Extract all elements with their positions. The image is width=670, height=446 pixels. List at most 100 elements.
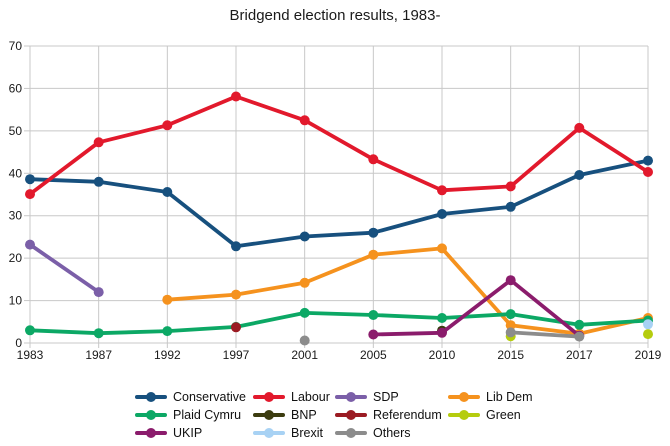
x-tick-label: 2017 [566, 348, 593, 362]
x-tick-label: 2015 [497, 348, 524, 362]
legend-label: SDP [373, 390, 399, 404]
series-dot-ukip [505, 275, 516, 286]
y-tick-label: 0 [15, 336, 22, 350]
series-dot-conservative [93, 176, 104, 187]
series-dot-plaid-cymru [437, 313, 447, 323]
y-tick-label: 50 [9, 124, 23, 138]
legend-label: Labour [291, 390, 330, 404]
series-dot-ukip [368, 329, 379, 340]
legend-item-lib-dem: Lib Dem [448, 388, 533, 406]
series-dot-lib-dem [368, 249, 379, 260]
series-dot-conservative [574, 170, 585, 180]
series-dot-lib-dem [299, 277, 310, 288]
legend-label: Referendum [373, 408, 442, 422]
series-line-lib-dem [165, 246, 650, 336]
chart-legend: Conservative Labour SDP Lib Dem Plaid Cymru B… [135, 388, 533, 442]
series-dot-labour [162, 120, 173, 131]
chart-svg: 0 10 20 30 40 50 60 70 1983 1987 1992 1997 2001 2005 2… [9, 39, 662, 362]
legend-item-sdp: SDP [335, 388, 448, 406]
series-dot-lib-dem [437, 243, 447, 254]
series-dot-plaid-cymru [368, 310, 379, 320]
legend-label: Plaid Cymru [173, 408, 242, 422]
series-dot-others [574, 331, 585, 342]
legend-marker-icon [253, 428, 285, 438]
series-dot-plaid-cymru [505, 309, 516, 320]
series-dot-labour [231, 91, 241, 102]
series-line-others [508, 330, 582, 339]
legend-item-referendum: Referendum [335, 406, 448, 424]
series-dot-lib-dem [231, 289, 241, 300]
legend-marker-icon [448, 392, 480, 402]
legend-marker-icon [335, 392, 367, 402]
legend-item-plaid-cymru: Plaid Cymru [135, 406, 253, 424]
series-dot-sdp [93, 287, 104, 298]
series-dot-green [643, 329, 653, 340]
legend-item-bnp: BNP [253, 406, 335, 424]
y-tick-label: 70 [9, 39, 23, 53]
series-dot-plaid-cymru [93, 328, 104, 339]
x-tick-label: 1992 [154, 348, 181, 362]
series-dot-conservative [368, 227, 379, 238]
x-tick-label: 1983 [17, 348, 44, 362]
series-dot-labour [368, 154, 379, 165]
series-dot-plaid-cymru [574, 319, 585, 330]
series-dot-others [505, 327, 516, 338]
legend-item-brexit: Brexit [253, 424, 335, 442]
series-dot-labour [437, 185, 447, 196]
legend-item-labour: Labour [253, 388, 335, 406]
series-dot-conservative [231, 241, 241, 252]
series-dot-conservative [643, 155, 653, 166]
series-dot-others [299, 335, 310, 346]
legend-item-others: Others [335, 424, 448, 442]
series-dot-conservative [437, 209, 447, 219]
series-dot-labour [25, 189, 35, 200]
y-tick-label: 40 [9, 166, 23, 180]
y-tick-label: 10 [9, 294, 23, 308]
series-dot-labour [574, 122, 585, 133]
series-line-sdp [28, 242, 101, 294]
legend-label: Others [373, 426, 411, 440]
y-tick-label: 20 [9, 251, 23, 265]
series-dot-conservative [162, 187, 173, 197]
chart-title: Bridgend election results, 1983- [229, 7, 441, 24]
series-dot-labour [643, 167, 653, 177]
y-tick-label: 60 [9, 81, 23, 95]
series-dot-plaid-cymru [162, 326, 173, 337]
legend-label: Conservative [173, 390, 246, 404]
x-tick-label: 2019 [635, 348, 662, 362]
series-dot-ukip [437, 327, 447, 338]
legend-label: UKIP [173, 426, 203, 440]
legend-marker-icon [335, 410, 367, 420]
legend-item-green: Green [448, 406, 533, 424]
legend-marker-icon [448, 410, 480, 420]
series-line-labour [28, 94, 650, 196]
series-dot-conservative [299, 231, 310, 242]
x-tick-label: 1987 [85, 348, 112, 362]
legend-marker-icon [135, 410, 167, 420]
series-line-plaid-cymru [28, 311, 650, 336]
legend-marker-icon [335, 428, 367, 438]
series-dot-plaid-cymru [25, 325, 35, 336]
series-dot-lib-dem [505, 320, 516, 331]
series-line-conservative [28, 158, 650, 249]
x-tick-label: 2005 [360, 348, 387, 362]
series-dot-referendum [231, 322, 241, 333]
legend-marker-icon [135, 428, 167, 438]
series-dot-conservative [25, 174, 35, 185]
series-dot-lib-dem [162, 294, 173, 305]
legend-marker-icon [253, 392, 285, 402]
legend-marker-icon [135, 392, 167, 402]
series-dot-sdp [25, 239, 35, 250]
legend-label: BNP [291, 408, 317, 422]
series-dot-labour [505, 181, 516, 192]
x-tick-label: 1997 [223, 348, 250, 362]
x-tick-label: 2010 [429, 348, 456, 362]
x-tick-label: 2001 [291, 348, 318, 362]
legend-label: Green [486, 408, 521, 422]
series-dot-brexit [643, 319, 653, 330]
y-tick-label: 30 [9, 209, 23, 223]
legend-marker-icon [253, 410, 285, 420]
legend-item-ukip: UKIP [135, 424, 253, 442]
legend-label: Lib Dem [486, 390, 533, 404]
legend-label: Brexit [291, 426, 323, 440]
